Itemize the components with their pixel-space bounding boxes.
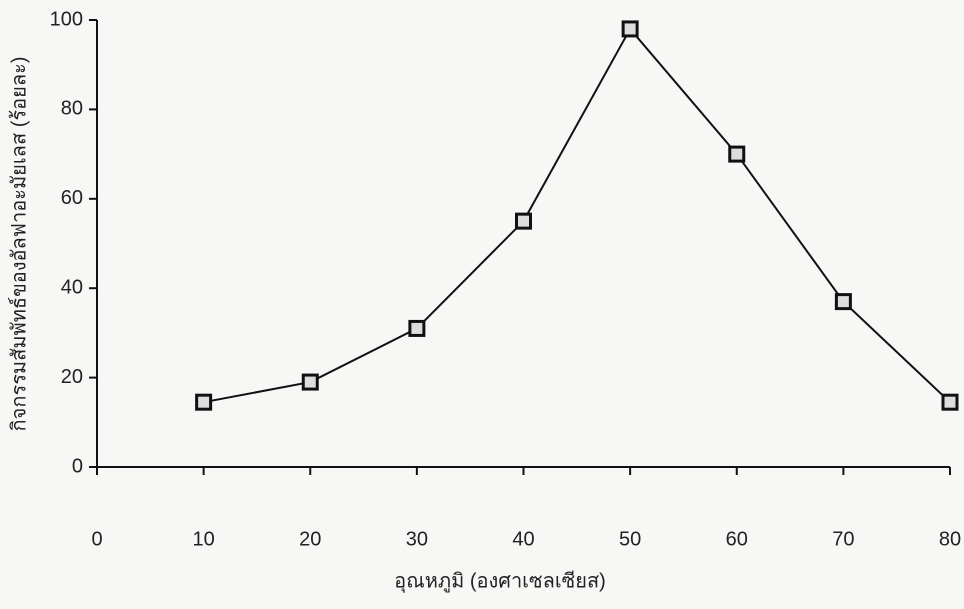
y-tick-label: 0 <box>72 455 83 477</box>
line <box>204 29 950 402</box>
y-tick-label: 60 <box>61 187 83 209</box>
x-tick-label: 60 <box>726 528 748 550</box>
marker <box>836 295 850 309</box>
x-tick-label: 80 <box>939 528 961 550</box>
x-axis-label: อุณหภูมิ (องศาเซลเซียส) <box>394 570 606 593</box>
marker <box>623 22 637 36</box>
x-tick-label: 30 <box>406 528 428 550</box>
marker <box>303 375 317 389</box>
marker <box>517 214 531 228</box>
marker <box>197 395 211 409</box>
y-tick-label: 100 <box>50 8 83 30</box>
x-tick-label: 0 <box>91 528 102 550</box>
x-tick-label: 50 <box>619 528 641 550</box>
marker <box>410 321 424 335</box>
y-tick-label: 40 <box>61 276 83 298</box>
y-tick-label: 80 <box>61 98 83 120</box>
x-tick-label: 40 <box>512 528 534 550</box>
x-tick-label: 10 <box>193 528 215 550</box>
y-axis-label: กิจกรรมสัมพัทธ์ของอัลฟาอะมัยเลส (ร้อยละ) <box>7 57 30 432</box>
y-tick-label: 20 <box>61 366 83 388</box>
chart: อุณหภูมิ (องศาเซลเซียส) กิจกรรมสัมพัทธ์ข… <box>0 0 964 609</box>
x-tick-label: 20 <box>299 528 321 550</box>
marker <box>730 147 744 161</box>
marker <box>943 395 957 409</box>
x-tick-label: 70 <box>832 528 854 550</box>
